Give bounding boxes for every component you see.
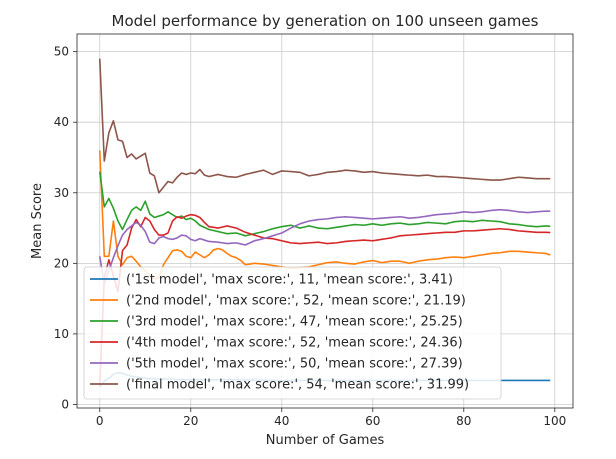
plot-frame (76, 33, 574, 409)
y-tick-label: 20 (54, 256, 69, 270)
y-tick-label: 30 (54, 186, 69, 200)
series-line-6 (98, 58, 551, 194)
legend: ('1st model', 'max score:', 11, 'mean sc… (83, 266, 502, 400)
y-tick-label: 40 (54, 115, 69, 129)
x-tick-label: 80 (456, 414, 471, 428)
series-line-3 (98, 171, 551, 237)
x-tick-label: 60 (365, 414, 380, 428)
y-tick-label: 0 (61, 397, 69, 411)
chart-title: Model performance by generation on 100 u… (112, 12, 539, 30)
legend-label-3: ('3rd model', 'max score:', 47, 'mean sc… (126, 315, 463, 330)
series-line-5 (98, 208, 551, 286)
x-tick-label: 20 (183, 414, 198, 428)
legend-label-1: ('1st model', 'max score:', 11, 'mean sc… (126, 273, 453, 288)
x-tick-label: 0 (96, 414, 104, 428)
y-tick-label: 10 (54, 327, 69, 341)
series-line-4 (98, 213, 551, 387)
x-tick-label: 100 (543, 414, 566, 428)
legend-label-4: ('4th model', 'max score:', 52, 'mean sc… (126, 336, 463, 351)
x-axis-label: Number of Games (266, 433, 385, 448)
legend-box (83, 266, 502, 400)
axis-ticks: 0 20 40 60 80 100 0 10 20 30 40 50 (54, 45, 567, 428)
series-line-2 (98, 150, 551, 280)
legend-label-5: ('5th model', 'max score:', 50, 'mean sc… (126, 357, 463, 372)
x-tick-label: 40 (274, 414, 289, 428)
y-axis-label: Mean Score (30, 183, 45, 259)
legend-label-2: ('2nd model', 'max score:', 52, 'mean sc… (126, 294, 466, 309)
y-tick-label: 50 (54, 45, 69, 59)
legend-label-6: ('final model', 'max score:', 54, 'mean … (126, 378, 469, 393)
